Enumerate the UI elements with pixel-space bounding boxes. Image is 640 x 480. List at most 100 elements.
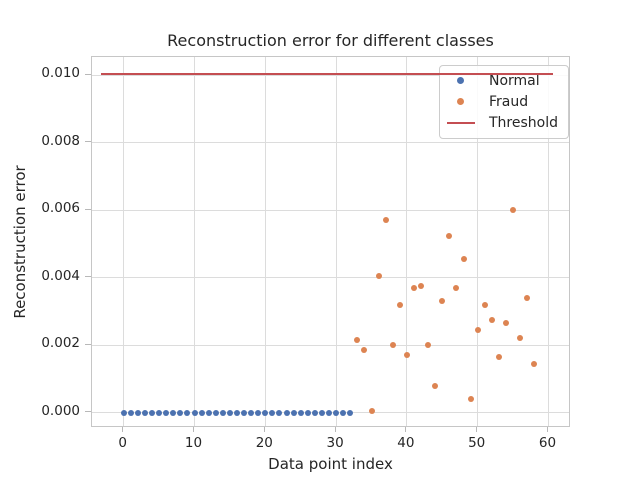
scatter-point-fraud — [488, 316, 495, 323]
scatter-point-normal — [226, 409, 233, 416]
x-tick-label: 60 — [538, 435, 557, 451]
scatter-point-normal — [170, 409, 177, 416]
y-tick-mark — [85, 141, 91, 143]
scatter-point-normal — [311, 409, 318, 416]
y-tick-mark — [85, 208, 91, 210]
scatter-point-normal — [198, 409, 205, 416]
scatter-point-fraud — [361, 347, 368, 354]
scatter-point-normal — [333, 409, 340, 416]
gridline-y — [92, 209, 569, 211]
scatter-point-fraud — [503, 320, 510, 327]
x-tick-mark — [547, 427, 548, 432]
x-tick-mark — [405, 427, 407, 432]
gridline-x — [123, 57, 125, 426]
x-tick-mark — [263, 427, 265, 432]
scatter-point-normal — [326, 409, 333, 416]
scatter-point-fraud — [453, 284, 460, 291]
scatter-point-fraud — [481, 301, 488, 308]
scatter-point-normal — [297, 409, 304, 416]
scatter-point-fraud — [382, 217, 389, 224]
threshold-line — [100, 73, 554, 76]
scatter-point-normal — [304, 409, 311, 416]
scatter-point-fraud — [389, 342, 396, 349]
legend: Normal Fraud Threshold — [439, 65, 569, 139]
gridline-x — [548, 57, 549, 426]
scatter-point-fraud — [425, 342, 432, 349]
chart-title: Reconstruction error for different class… — [167, 31, 494, 50]
scatter-point-fraud — [368, 408, 375, 414]
scatter-point-normal — [347, 409, 354, 416]
scatter-point-fraud — [517, 335, 524, 342]
scatter-point-normal — [205, 409, 212, 416]
scatter-point-normal — [255, 409, 262, 416]
scatter-point-fraud — [474, 327, 481, 333]
scatter-point-normal — [149, 409, 156, 416]
scatter-point-fraud — [410, 284, 417, 291]
scatter-point-normal — [290, 409, 297, 416]
scatter-point-fraud — [418, 283, 425, 290]
scatter-point-normal — [191, 409, 198, 416]
scatter-point-normal — [219, 409, 226, 416]
gridline-x — [264, 57, 266, 426]
scatter-point-normal — [248, 409, 255, 416]
y-tick-mark — [85, 73, 91, 75]
y-tick-mark — [85, 276, 91, 278]
gridline-y — [92, 344, 569, 346]
legend-dot-marker — [457, 77, 464, 84]
scatter-point-normal — [134, 409, 141, 416]
legend-label: Threshold — [489, 114, 558, 131]
scatter-point-normal — [276, 409, 283, 416]
scatter-point-normal — [163, 409, 170, 416]
scatter-point-fraud — [510, 207, 517, 214]
x-tick-label: 20 — [255, 435, 273, 451]
x-axis-label: Data point index — [268, 455, 393, 473]
x-tick-label: 30 — [326, 435, 344, 451]
y-tick-mark — [85, 343, 91, 345]
y-tick-label: 0.000 — [41, 402, 80, 419]
scatter-point-normal — [177, 409, 184, 416]
gridline-y — [92, 74, 569, 76]
y-tick-label: 0.010 — [41, 65, 80, 82]
gridline-x — [406, 57, 408, 426]
scatter-point-normal — [262, 409, 269, 416]
scatter-point-fraud — [354, 337, 361, 344]
scatter-point-normal — [120, 409, 127, 416]
x-tick-mark — [193, 427, 194, 432]
scatter-point-fraud — [403, 352, 410, 359]
legend-label: Normal — [489, 72, 540, 89]
scatter-point-fraud — [432, 382, 439, 389]
scatter-point-fraud — [439, 298, 446, 305]
scatter-point-normal — [141, 409, 148, 416]
x-tick-mark — [122, 427, 124, 432]
x-tick-label: 40 — [397, 435, 415, 451]
gridline-x — [194, 57, 195, 426]
x-tick-label: 10 — [184, 435, 203, 451]
gridline-y — [92, 142, 569, 144]
scatter-point-fraud — [460, 256, 467, 263]
scatter-point-normal — [340, 409, 347, 416]
scatter-point-fraud — [524, 294, 531, 301]
x-tick-mark — [334, 427, 336, 432]
scatter-point-fraud — [446, 232, 453, 239]
scatter-point-normal — [156, 409, 163, 416]
scatter-point-fraud — [375, 273, 382, 279]
legend-item-normal: Normal — [440, 70, 568, 91]
gridline-x — [335, 57, 337, 426]
legend-item-threshold: Threshold — [440, 112, 568, 133]
y-tick-label: 0.004 — [41, 267, 80, 284]
x-tick-label: 0 — [118, 435, 127, 451]
scatter-point-normal — [233, 409, 240, 416]
scatter-point-normal — [283, 409, 290, 416]
scatter-point-fraud — [495, 354, 502, 360]
gridline-x — [477, 57, 479, 426]
x-tick-label: 50 — [468, 435, 486, 451]
scatter-point-normal — [318, 409, 325, 416]
y-tick-label: 0.008 — [41, 132, 80, 149]
legend-item-fraud: Fraud — [440, 91, 568, 112]
y-tick-mark — [85, 411, 91, 413]
scatter-point-fraud — [467, 396, 474, 403]
legend-dot-marker — [457, 98, 464, 106]
y-tick-label: 0.006 — [41, 200, 80, 217]
y-axis-label: Reconstruction error — [11, 165, 29, 319]
